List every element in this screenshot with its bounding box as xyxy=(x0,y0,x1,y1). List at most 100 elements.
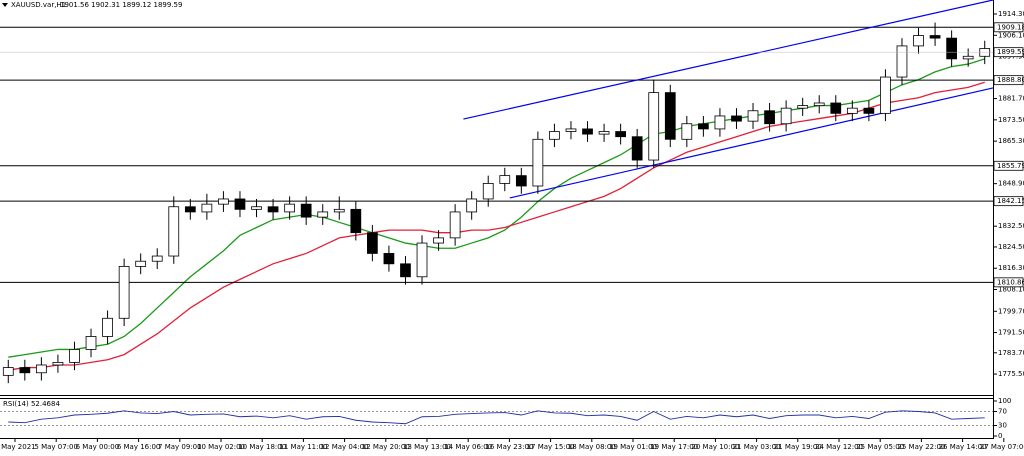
level-label: 1810.86 xyxy=(997,278,1024,286)
y-tick-label: 1791.50 xyxy=(998,329,1024,337)
x-tick-label: 13 May 13:00 xyxy=(403,443,451,451)
candle-body xyxy=(151,255,163,262)
candle-body xyxy=(317,211,329,218)
x-tick-label: 7 May 09:00 xyxy=(158,443,202,451)
candle-body xyxy=(896,45,908,78)
last-price-box xyxy=(993,47,1024,58)
candle-body xyxy=(2,367,14,376)
trendline xyxy=(463,0,994,120)
candle-body xyxy=(85,336,97,350)
candle-body xyxy=(863,107,875,114)
candle-body xyxy=(135,260,147,267)
candle-body xyxy=(367,232,378,254)
candle-body xyxy=(846,107,858,114)
x-tick-label: 21 May 03:00 xyxy=(733,443,781,451)
quote: 1901.56 1902.31 1899.12 1899.59 xyxy=(60,1,182,9)
candle-body xyxy=(383,253,395,265)
level-label: 1842.15 xyxy=(997,197,1024,205)
x-tick-label: 21 May 19:00 xyxy=(774,443,822,451)
candle-body xyxy=(913,35,924,47)
candle-body xyxy=(234,198,246,210)
candle-body xyxy=(400,263,411,278)
level-label-box xyxy=(993,277,1024,288)
candle-body xyxy=(681,123,693,140)
x-tick-label: 11 May 11:00 xyxy=(279,443,327,451)
candle-body xyxy=(19,367,31,374)
candle-body xyxy=(664,92,676,140)
candle-body xyxy=(184,206,196,213)
candle-body xyxy=(52,361,64,366)
menu-arrow[interactable] xyxy=(2,3,8,7)
y-tick-label: 1865.30 xyxy=(998,137,1024,145)
y-tick-label: 1848.90 xyxy=(998,180,1024,188)
candle-body xyxy=(102,317,113,337)
candle-body xyxy=(698,123,709,130)
candle-body xyxy=(780,107,792,125)
y-tick-label: 1783.70 xyxy=(998,349,1024,357)
candle-body xyxy=(797,105,809,109)
candle-body xyxy=(714,115,726,130)
chart-title: XAUUSD.var,H1 xyxy=(11,1,66,9)
rsi-title: RSI(14) 52.4684 xyxy=(3,400,60,408)
candle-body xyxy=(648,92,660,161)
rsi-tick-label: 70 xyxy=(998,408,1007,416)
rsi-tick-label: 0 xyxy=(998,432,1002,440)
candle-body xyxy=(946,37,957,60)
x-tick-label: 5 May 07:00 xyxy=(34,443,78,451)
y-tick-label: 1775.50 xyxy=(998,370,1024,378)
level-label: 1855.79 xyxy=(997,162,1024,170)
candle-body xyxy=(631,136,643,161)
candle-body xyxy=(201,203,213,213)
candle-body xyxy=(350,208,362,234)
x-tick-label: 26 May 14:00 xyxy=(939,443,987,451)
x-tick-label: 19 May 17:00 xyxy=(650,443,698,451)
x-tick-label: 16 May 23:00 xyxy=(485,443,533,451)
y-tick-label: 1881.70 xyxy=(998,95,1024,103)
candle-body xyxy=(830,102,842,114)
trendline xyxy=(509,87,994,199)
candle-body xyxy=(168,206,180,257)
x-tick-label: 24 May 12:00 xyxy=(815,443,863,451)
x-tick-label: 25 May 05:00 xyxy=(856,443,904,451)
x-tick-label: 18 May 08:00 xyxy=(568,443,616,451)
y-tick-label: 1914.30 xyxy=(998,10,1024,18)
candle-body xyxy=(598,131,610,135)
last-price-label: 1899.59 xyxy=(997,48,1024,56)
candle-body xyxy=(449,211,461,239)
y-tick-label: 1799.70 xyxy=(998,307,1024,315)
candle-body xyxy=(251,206,262,210)
candle-body xyxy=(499,175,511,184)
candle-body xyxy=(69,349,80,363)
level-label: 1888.80 xyxy=(997,76,1024,84)
candle-body xyxy=(36,364,47,374)
level-label-box xyxy=(993,22,1024,33)
candle-body xyxy=(880,76,891,114)
x-tick-label: 6 May 16:00 xyxy=(117,443,161,451)
y-tick-label: 1816.30 xyxy=(998,264,1024,272)
level-label-box xyxy=(993,160,1024,171)
rsi-line xyxy=(8,410,985,425)
y-tick-label: 1824.50 xyxy=(998,243,1024,251)
x-tick-label: 10 May 18:00 xyxy=(238,443,286,451)
candle-body xyxy=(549,131,560,140)
x-tick-label: 14 May 06:00 xyxy=(444,443,492,451)
candle-body xyxy=(764,110,775,125)
candle-body xyxy=(615,131,626,138)
x-tick-label: 4 May 2021 xyxy=(0,443,36,451)
y-tick-label: 1808.10 xyxy=(998,285,1024,293)
candle-body xyxy=(929,35,941,39)
x-tick-label: 27 May 07:00 xyxy=(980,443,1024,451)
candle-body xyxy=(267,206,279,213)
level-label: 1909.18 xyxy=(997,23,1024,31)
candle-body xyxy=(532,138,544,187)
candle-body xyxy=(333,208,345,213)
candle-body xyxy=(962,55,974,60)
x-tick-label: 10 May 02:00 xyxy=(197,443,245,451)
x-tick-label: 12 May 20:00 xyxy=(362,443,410,451)
x-tick-label: 6 May 00:00 xyxy=(76,443,120,451)
level-label-box xyxy=(993,75,1024,86)
candle-body xyxy=(433,237,444,244)
candle-body xyxy=(582,128,593,135)
